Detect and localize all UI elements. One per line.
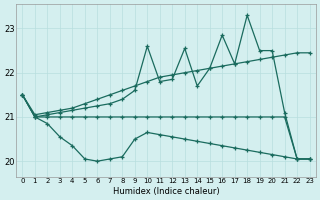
X-axis label: Humidex (Indice chaleur): Humidex (Indice chaleur) [113, 187, 219, 196]
